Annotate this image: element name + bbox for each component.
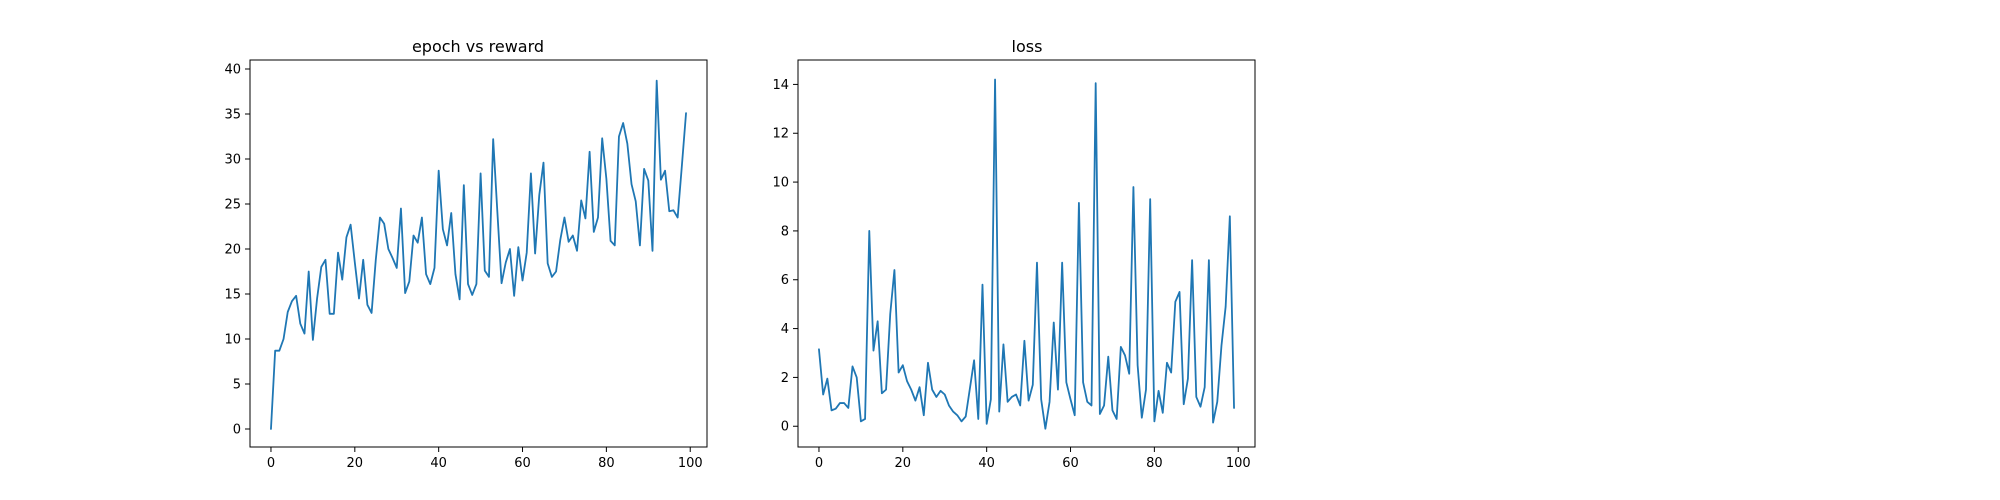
- loss-x-tick-label: 0: [815, 456, 823, 471]
- reward-x-tick-label: 80: [598, 456, 615, 471]
- reward-chart: epoch vs reward 0 20 40 60 80 100 0 5 10 15 20 25 30…: [224, 37, 708, 472]
- loss-y-tick-label: 0: [781, 420, 789, 435]
- loss-chart-title: loss: [1012, 37, 1043, 56]
- reward-y-tick-label: 20: [224, 243, 241, 258]
- loss-y-tick-label: 8: [781, 224, 789, 239]
- loss-plot-area: 0 20 40 60 80 100 0 2 4 6 8 10 12 14: [772, 78, 1250, 471]
- loss-x-tick-label: 40: [978, 456, 995, 471]
- loss-y-tick-label: 10: [772, 176, 789, 191]
- loss-x-tick-label: 80: [1146, 456, 1163, 471]
- reward-series-line: [270, 79, 687, 430]
- reward-x-tick-label: 0: [267, 456, 275, 471]
- reward-x-tick-label: 100: [678, 456, 703, 471]
- loss-x-tick-label: 20: [895, 456, 912, 471]
- loss-chart: loss 0 20 40 60 80 100 0 2 4 6 8 10 12 14: [772, 37, 1256, 471]
- loss-y-tick-label: 4: [781, 322, 789, 337]
- reward-plot-area: 0 20 40 60 80 100 0 5 10 15 20 25 30 35 40: [224, 63, 702, 472]
- reward-y-tick-label: 40: [224, 63, 241, 78]
- loss-x-tick-label: 100: [1226, 456, 1251, 471]
- reward-y-tick-label: 30: [224, 153, 241, 168]
- reward-y-tick-label: 10: [224, 333, 241, 348]
- reward-x-tick-label: 60: [514, 456, 531, 471]
- loss-y-tick-label: 6: [781, 273, 789, 288]
- loss-axes-frame: [797, 59, 1256, 448]
- reward-y-tick-label: 0: [233, 423, 241, 438]
- reward-axes-frame: [249, 59, 708, 448]
- loss-y-tick-label: 12: [772, 127, 789, 142]
- loss-y-tick-label: 2: [781, 371, 789, 386]
- reward-x-tick-label: 20: [347, 456, 364, 471]
- reward-y-tick-label: 15: [224, 288, 241, 303]
- reward-y-tick-label: 5: [233, 378, 241, 393]
- reward-chart-title: epoch vs reward: [412, 37, 544, 56]
- reward-y-tick-label: 25: [224, 198, 241, 213]
- reward-x-tick-label: 40: [430, 456, 447, 471]
- reward-y-tick-label: 35: [224, 108, 241, 123]
- loss-y-tick-label: 14: [772, 78, 789, 93]
- loss-x-tick-label: 60: [1062, 456, 1079, 471]
- loss-series-line: [818, 78, 1235, 430]
